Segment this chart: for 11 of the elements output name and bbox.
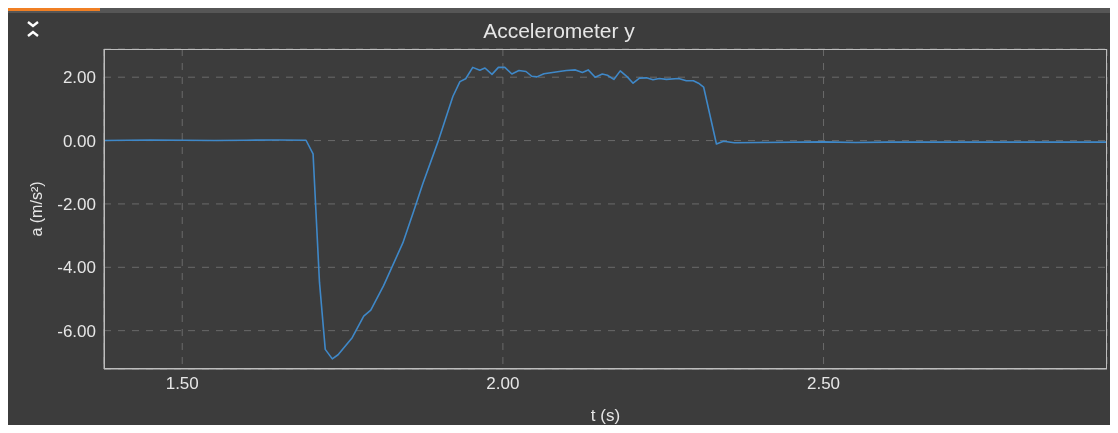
y-axis-title: a (m/s²)	[27, 181, 45, 237]
x-tick-label: 1.50	[165, 374, 199, 394]
y-tick-label: 0.00	[62, 131, 96, 151]
x-tick-label: 2.50	[807, 374, 841, 394]
chart-title: Accelerometer y	[482, 19, 636, 43]
y-tick-label: 2.00	[62, 68, 96, 88]
y-tick-label: -2.00	[57, 194, 96, 214]
y-tick-label: -6.00	[57, 321, 96, 341]
y-tick-label: -4.00	[57, 258, 96, 278]
x-axis-title: t (s)	[590, 406, 621, 426]
x-tick-label: 2.00	[486, 374, 520, 394]
